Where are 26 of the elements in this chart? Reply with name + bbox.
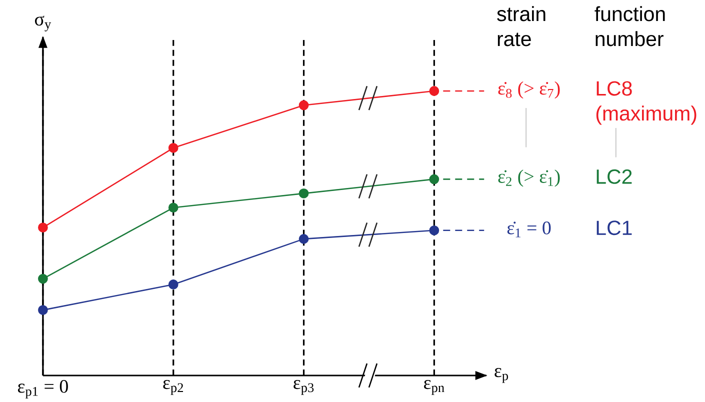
- x-tick-label: ε$_{p2}$: [163, 380, 184, 395]
- point: [168, 280, 178, 290]
- y-axis-title: σ$_{y}$: [34, 16, 52, 32]
- text: LC8 (maximum): [596, 81, 696, 125]
- point: [38, 222, 48, 233]
- point: [38, 305, 48, 316]
- x-axis-title: ε$_{p}$: [494, 368, 508, 383]
- point: [168, 202, 178, 213]
- point: [429, 226, 440, 236]
- x-tick-label: ε$_{p3}$: [294, 380, 314, 395]
- text: LC2: [596, 169, 632, 184]
- text: LC1: [596, 220, 632, 236]
- x-tick-label: ε$_{pn}$: [424, 380, 444, 395]
- point: [168, 143, 178, 153]
- text: ε̇$_{8}$ (> ε̇$_{7}$): [498, 81, 560, 99]
- point: [429, 174, 440, 184]
- text: ε̇$_{2}$ (> ε̇$_{1}$): [498, 170, 560, 187]
- text: strain rate: [497, 6, 546, 46]
- point: [298, 234, 309, 244]
- text: ε̇$_{1}$ = 0: [507, 222, 551, 238]
- x-tick-label: ε$_{p1}$ = 0: [18, 380, 68, 399]
- point: [298, 188, 309, 198]
- point: [298, 100, 309, 110]
- point: [38, 274, 48, 284]
- legend-title: function number: [594, 6, 665, 46]
- point: [429, 86, 440, 96]
